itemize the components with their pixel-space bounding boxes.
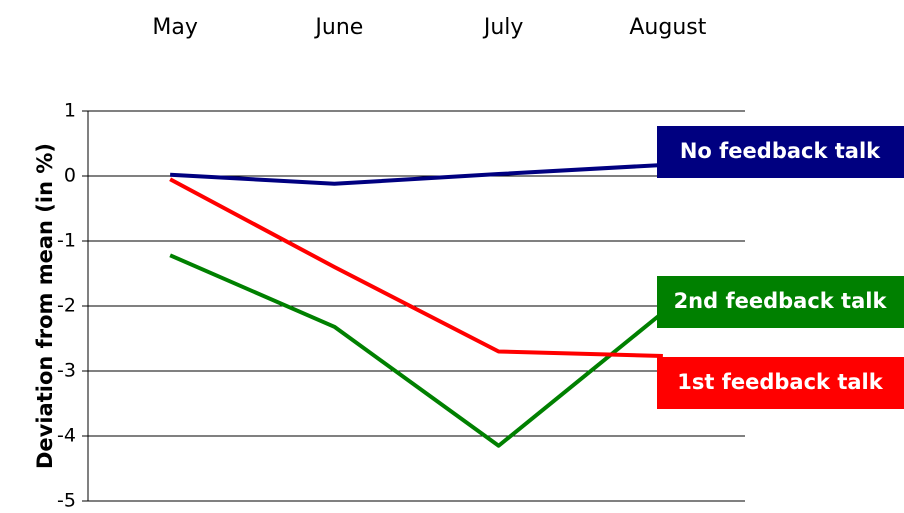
y-tick-label: 1 [64,100,76,122]
x-tick-label: August [629,15,706,40]
series-tag-box [657,357,904,409]
x-tick-label: June [313,15,363,40]
y-tick-label: -1 [57,230,76,252]
legend-label: 1st feedback talk [677,370,883,394]
y-tick-label: -3 [57,360,76,382]
series-tag-box [657,276,904,328]
y-tick-label: -2 [57,295,76,317]
series-line [170,162,663,186]
x-tick-label: May [152,15,197,40]
legend-label: 2nd feedback talk [674,289,888,313]
series-line [169,177,663,359]
y-axis-label: Deviation from mean (in %) [33,143,57,469]
y-tick-label: 0 [64,165,76,187]
legend-label: No feedback talk [680,139,881,163]
y-tick-label: -5 [57,490,76,512]
x-tick-label: July [482,15,524,40]
y-tick-label: -4 [57,425,76,447]
series-tag-box [657,126,904,178]
series-line [169,253,665,448]
